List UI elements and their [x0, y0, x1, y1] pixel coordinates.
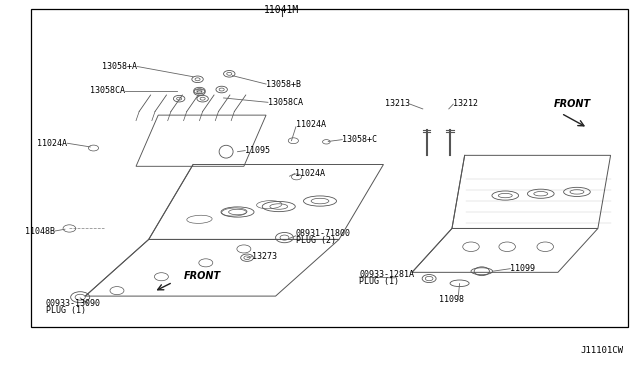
Text: PLUG (1): PLUG (1): [46, 306, 86, 315]
Bar: [31, 9, 628, 327]
Text: PLUG (2): PLUG (2): [296, 236, 336, 245]
Text: 11099: 11099: [510, 264, 535, 273]
Text: 13212: 13212: [453, 99, 478, 108]
Text: FRONT: FRONT: [554, 99, 591, 109]
Text: 11095: 11095: [245, 146, 270, 155]
Text: 13058CA: 13058CA: [268, 98, 303, 107]
Text: 11024A: 11024A: [296, 121, 326, 129]
Text: 11098: 11098: [439, 295, 464, 304]
Text: 11048B: 11048B: [25, 227, 55, 235]
Text: PLUG (1): PLUG (1): [359, 277, 399, 286]
Text: 11041M: 11041M: [264, 5, 300, 15]
Text: 08931-71800: 08931-71800: [296, 229, 351, 238]
Text: 13058+A: 13058+A: [102, 62, 137, 71]
Text: FRONT: FRONT: [184, 270, 221, 280]
Text: J11101CW: J11101CW: [580, 346, 623, 355]
Text: 00933-13090: 00933-13090: [46, 299, 101, 308]
Text: 13273: 13273: [252, 252, 277, 261]
Text: 11024A: 11024A: [38, 139, 67, 148]
Text: 00933-1281A: 00933-1281A: [359, 270, 414, 279]
Text: 13058+C: 13058+C: [342, 135, 377, 144]
Text: 13058+B: 13058+B: [266, 80, 301, 89]
Text: 13213: 13213: [385, 99, 410, 108]
Text: 11024A: 11024A: [294, 169, 324, 178]
Text: 13058CA: 13058CA: [90, 86, 125, 95]
